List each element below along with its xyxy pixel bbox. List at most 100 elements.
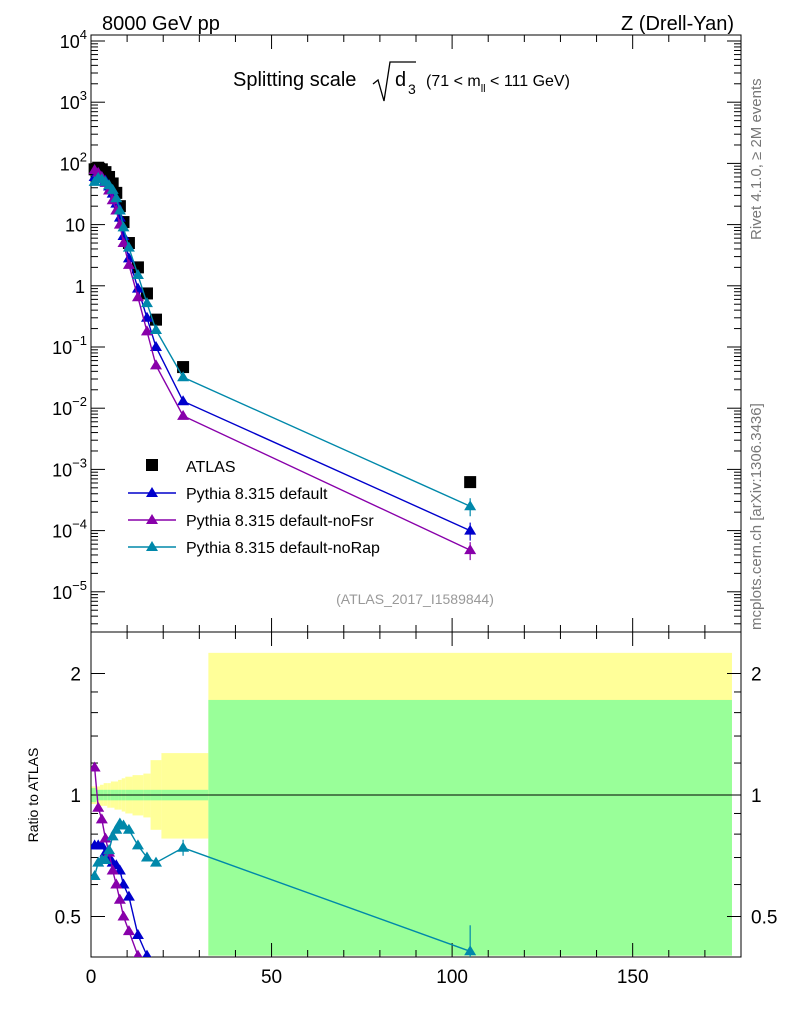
data-point <box>113 204 126 215</box>
ratio-data-point <box>106 864 119 875</box>
data-point <box>122 258 135 269</box>
legend-entry-atlas: ATLAS <box>146 459 236 476</box>
y-tick-label: 10−3 <box>52 455 87 480</box>
title-main-text: Splitting scale <box>233 69 356 91</box>
y-tick-label: 102 <box>60 149 87 174</box>
data-point <box>150 341 162 351</box>
data-point <box>106 183 119 194</box>
data-point <box>464 544 477 555</box>
ratio-data-point <box>150 856 162 867</box>
legend-label: ATLAS <box>186 459 236 476</box>
data-point <box>122 252 135 263</box>
ratio-data-point <box>131 928 144 939</box>
ratio-data-point <box>464 945 477 956</box>
ratio-data-point <box>122 925 135 936</box>
ratio-data-point <box>103 844 116 855</box>
y-tick-label: 104 <box>60 27 87 52</box>
series-line <box>94 177 471 507</box>
data-point <box>140 287 153 300</box>
ratio-y-tick-label-right: 1 <box>751 786 762 807</box>
data-point <box>140 325 153 336</box>
y-tick-label: 10 <box>65 216 85 236</box>
y-tick-label: 10−4 <box>52 517 87 542</box>
ratio-y-tick-label-left: 1 <box>70 786 81 807</box>
x-tick-label: 150 <box>617 967 649 988</box>
ratio-data-point <box>106 830 119 841</box>
ratio-y-tick-label-right: 0.5 <box>751 908 777 929</box>
legend-label: Pythia 8.315 default <box>186 486 328 503</box>
legend-marker-triangle-icon <box>146 487 158 497</box>
series-pythia-8-315-default-nofsr <box>88 164 477 561</box>
ratio-data-point <box>99 854 112 865</box>
plot-title: Splitting scale d 3 (71 < mll < 111 GeV) <box>233 61 570 102</box>
y-tick-label: 1 <box>75 277 85 297</box>
ratio-y-axis-label: Ratio to ATLAS <box>25 748 41 843</box>
ratio-data-point <box>131 839 144 850</box>
ratio-data-point <box>141 973 153 983</box>
ratio-y-tick-label-left: 2 <box>70 665 81 686</box>
series-pythia-8-315-default <box>88 169 477 541</box>
legend-entry-nofsr: Pythia 8.315 default-noFsr <box>128 513 374 530</box>
header-process-label: Z (Drell-Yan) <box>621 13 734 35</box>
data-point <box>150 359 162 370</box>
series-pythia-8-315-default-norap <box>88 171 477 517</box>
ratio-axis-ticks: 2 2 1 1 0.5 0.5 0 50 100 150 <box>55 632 777 988</box>
ratio-data-point <box>92 801 105 812</box>
data-point <box>464 476 477 489</box>
data-point <box>131 291 144 302</box>
y-tick-label: 103 <box>60 88 87 113</box>
data-point <box>110 192 123 203</box>
series-atlas <box>88 161 477 489</box>
data-point <box>177 371 190 382</box>
ratio-data-point <box>113 893 126 904</box>
data-point <box>177 409 190 420</box>
data-point <box>131 282 144 293</box>
title-symbol-text: d <box>395 69 406 91</box>
series-line <box>94 174 471 532</box>
ratio-data-point <box>140 851 153 862</box>
ratio-y-tick-label-right: 2 <box>751 665 762 686</box>
title-subscript-text: 3 <box>408 81 416 97</box>
analysis-id-label: (ATLAS_2017_I1589844) <box>336 591 494 607</box>
x-tick-label: 0 <box>86 967 97 988</box>
ratio-series-pythia-8-315-default-nofsr <box>91 761 153 983</box>
title-cut-text: (71 < mll < 111 GeV) <box>426 73 570 95</box>
ratio-data-point <box>122 890 135 901</box>
rivet-version-label: Rivet 4.1.0, ≥ 2M events <box>748 78 765 240</box>
legend-label: Pythia 8.315 default-noRap <box>186 540 380 557</box>
data-point <box>117 221 130 232</box>
ratio-data-point <box>110 823 123 834</box>
main-series-layer <box>88 161 477 561</box>
x-tick-label: 50 <box>261 967 282 988</box>
sqrt-symbol-icon <box>372 61 416 102</box>
data-point <box>177 395 190 406</box>
ratio-y-tick-label-left: 0.5 <box>55 908 81 929</box>
ratio-series-pythia-8-315-default-norap <box>91 817 477 957</box>
data-point <box>177 361 190 374</box>
ratio-data-point <box>177 841 190 852</box>
data-point <box>117 237 130 248</box>
data-point <box>122 241 135 252</box>
legend-entry-default: Pythia 8.315 default <box>128 486 328 503</box>
ratio-data-point <box>117 910 130 921</box>
legend-marker-square-icon <box>146 459 158 471</box>
mcplots-reference-label: mcplots.cern.ch [arXiv:1306.3436] <box>748 403 765 630</box>
header-energy-label: 8000 GeV pp <box>102 13 220 35</box>
ratio-data-point <box>122 823 135 834</box>
ratio-data-point <box>91 869 101 880</box>
ratio-data-point <box>95 813 108 824</box>
ratio-data-point <box>117 819 130 830</box>
legend-entry-norap: Pythia 8.315 default-noRap <box>128 540 380 557</box>
y-tick-label: 10−1 <box>52 333 87 358</box>
data-point <box>150 323 162 334</box>
legend-label: Pythia 8.315 default-noFsr <box>186 513 374 530</box>
ratio-data-point <box>110 878 123 889</box>
ratio-data-point <box>133 949 143 957</box>
data-point <box>464 500 477 511</box>
legend-marker-triangle-icon <box>146 514 158 524</box>
legend: ATLAS Pythia 8.315 default Pythia 8.315 … <box>128 459 380 557</box>
data-point <box>113 211 126 222</box>
ratio-data-point <box>142 949 152 957</box>
